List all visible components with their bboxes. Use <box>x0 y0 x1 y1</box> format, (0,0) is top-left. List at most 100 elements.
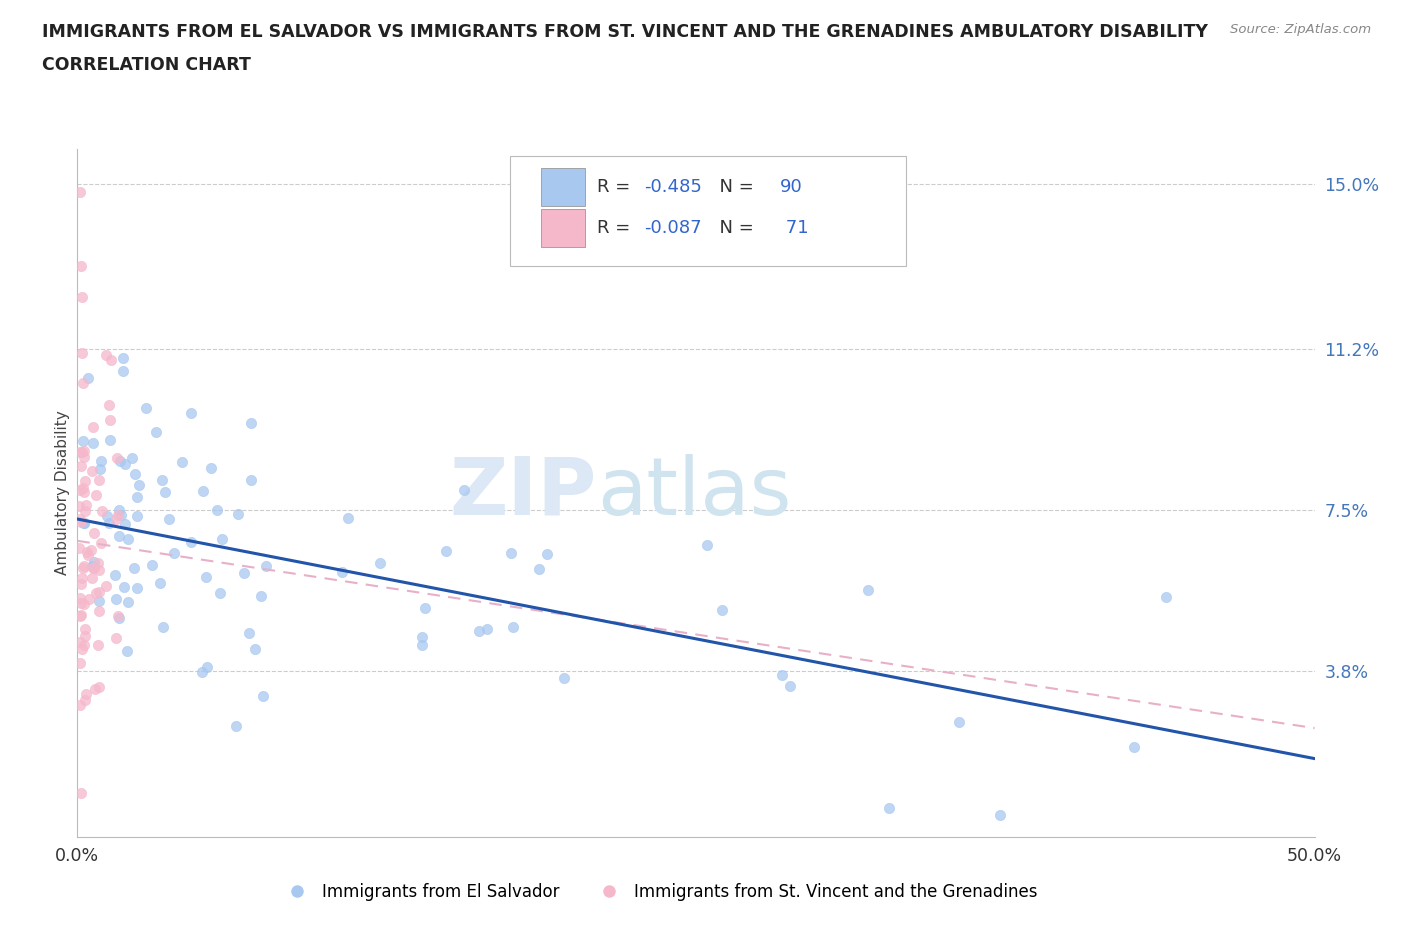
Point <box>82 420 104 435</box>
Point <box>70 345 93 360</box>
Point <box>190 665 212 680</box>
Point <box>72 376 94 391</box>
Point <box>112 351 135 365</box>
Point <box>108 502 131 517</box>
Point <box>84 586 107 601</box>
Point <box>145 424 167 439</box>
Point <box>499 546 522 561</box>
Point <box>89 462 111 477</box>
Point <box>87 604 110 618</box>
Point <box>89 563 111 578</box>
Point <box>114 517 136 532</box>
Point <box>141 558 163 573</box>
Point <box>82 436 104 451</box>
Text: 90: 90 <box>780 178 803 195</box>
Point <box>153 485 176 500</box>
Point <box>858 583 880 598</box>
Point <box>97 398 120 413</box>
Point <box>87 555 110 570</box>
Point <box>105 591 128 606</box>
Point <box>69 656 91 671</box>
Point <box>477 621 499 636</box>
Point <box>239 416 262 431</box>
Point <box>75 686 97 701</box>
Point <box>87 584 110 599</box>
Point <box>1122 740 1144 755</box>
Point <box>73 503 96 518</box>
Point <box>89 594 111 609</box>
Point <box>468 624 491 639</box>
Point <box>75 498 97 512</box>
Point <box>1154 590 1177 604</box>
Point <box>502 619 524 634</box>
Point <box>157 512 180 527</box>
Point <box>108 453 131 468</box>
Point <box>128 478 150 493</box>
Point <box>696 538 718 552</box>
Point <box>330 565 353 579</box>
Point <box>72 561 94 576</box>
Point <box>83 525 105 540</box>
Point <box>110 508 132 523</box>
Point <box>83 682 105 697</box>
Point <box>70 445 93 459</box>
Point <box>89 472 111 487</box>
Point <box>67 498 90 513</box>
Point <box>112 579 135 594</box>
Point <box>77 371 100 386</box>
Point <box>527 561 550 576</box>
Point <box>127 580 149 595</box>
Point <box>149 575 172 590</box>
Point <box>70 577 93 591</box>
Point <box>76 544 98 559</box>
Point <box>209 586 232 601</box>
Point <box>121 451 143 466</box>
Point <box>877 801 900 816</box>
Point <box>80 559 103 574</box>
Point <box>105 631 128 645</box>
Text: R =: R = <box>598 178 636 195</box>
Point <box>73 597 96 612</box>
Point <box>225 719 247 734</box>
Point <box>96 508 118 523</box>
Point <box>226 507 249 522</box>
Point <box>70 458 93 473</box>
Point <box>70 290 93 305</box>
Point <box>117 532 139 547</box>
Point <box>553 671 575 685</box>
Point <box>69 444 91 458</box>
Point <box>211 531 233 546</box>
FancyBboxPatch shape <box>541 167 585 206</box>
Point <box>150 473 173 488</box>
Point <box>94 578 117 593</box>
Point <box>368 555 391 570</box>
Point <box>172 455 194 470</box>
Point <box>90 454 112 469</box>
Point <box>108 528 131 543</box>
Point <box>69 259 91 273</box>
Point <box>117 644 139 658</box>
Point <box>117 594 139 609</box>
Legend: Immigrants from El Salvador, Immigrants from St. Vincent and the Grenadines: Immigrants from El Salvador, Immigrants … <box>273 876 1045 908</box>
Point <box>69 698 91 712</box>
Point <box>73 449 96 464</box>
Point <box>711 603 734 618</box>
Point <box>72 570 94 585</box>
Point <box>69 607 91 622</box>
Point <box>127 509 149 524</box>
Point <box>988 808 1011 823</box>
Point <box>100 353 122 368</box>
Point <box>69 635 91 650</box>
Point <box>82 463 104 478</box>
Point <box>87 637 110 652</box>
Point <box>238 625 260 640</box>
Point <box>69 483 91 498</box>
FancyBboxPatch shape <box>510 155 907 266</box>
Point <box>152 619 174 634</box>
Point <box>434 544 457 559</box>
Point <box>91 503 114 518</box>
Point <box>163 546 186 561</box>
Point <box>69 514 91 529</box>
Point <box>77 591 100 606</box>
Point <box>84 487 107 502</box>
